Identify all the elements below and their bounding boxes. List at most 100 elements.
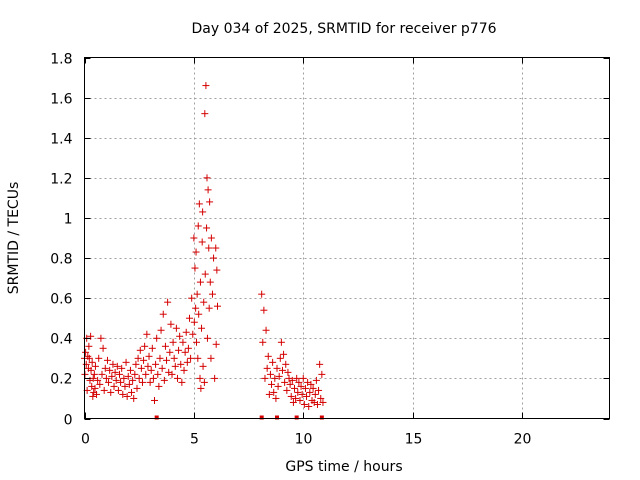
data-point xyxy=(258,290,266,298)
gap-marker xyxy=(154,415,159,420)
data-point xyxy=(107,388,115,396)
data-point xyxy=(305,402,313,410)
data-point xyxy=(147,366,155,374)
data-point xyxy=(311,390,319,398)
data-point xyxy=(282,360,290,368)
data-point xyxy=(103,356,111,364)
y-tick-label: 1.2 xyxy=(50,172,72,188)
data-point xyxy=(207,234,215,242)
data-point xyxy=(111,368,119,376)
grid-layer xyxy=(84,57,610,419)
data-point xyxy=(264,352,272,360)
data-point xyxy=(141,342,149,350)
data-point xyxy=(319,398,327,406)
data-point xyxy=(175,346,183,354)
data-point xyxy=(113,362,121,370)
data-point xyxy=(195,200,203,208)
data-point xyxy=(186,314,193,322)
y-tick-label: 1 xyxy=(64,212,73,228)
data-point xyxy=(293,374,301,382)
data-point xyxy=(163,356,171,364)
gap-marker xyxy=(294,415,299,420)
points-layer xyxy=(81,82,327,410)
data-point xyxy=(117,378,125,386)
data-point xyxy=(201,270,209,278)
data-point xyxy=(90,370,98,378)
y-tick-label: 0.4 xyxy=(50,332,72,348)
y-tick-label: 0 xyxy=(64,413,73,429)
x-axis-label: GPS time / hours xyxy=(285,459,402,475)
data-point xyxy=(177,360,185,368)
data-point xyxy=(214,302,221,310)
y-tick-label: 0.8 xyxy=(50,252,72,268)
data-point xyxy=(312,376,320,384)
data-point xyxy=(123,392,131,400)
data-point xyxy=(295,378,303,386)
data-point xyxy=(82,348,90,356)
data-point xyxy=(138,378,146,386)
data-point xyxy=(91,384,99,392)
x-tick-label: 0 xyxy=(81,432,90,448)
data-point xyxy=(164,298,172,306)
data-point xyxy=(198,324,206,332)
data-point xyxy=(140,356,148,364)
data-point xyxy=(197,384,205,392)
data-point xyxy=(171,362,179,370)
data-point xyxy=(87,332,95,340)
data-point xyxy=(89,374,97,382)
data-point xyxy=(272,394,280,402)
data-point xyxy=(99,344,107,352)
data-point xyxy=(135,374,143,382)
data-point xyxy=(281,378,289,386)
data-point xyxy=(268,380,276,388)
data-point xyxy=(155,382,163,390)
data-point xyxy=(149,374,157,382)
data-point xyxy=(199,362,207,370)
data-point xyxy=(206,198,214,206)
data-point xyxy=(85,342,93,350)
data-point xyxy=(277,338,285,346)
data-point xyxy=(201,110,209,118)
data-point xyxy=(176,332,184,340)
data-point xyxy=(144,362,152,370)
x-tick-label: 15 xyxy=(405,432,423,448)
data-point xyxy=(118,364,126,372)
gap-markers-layer xyxy=(154,415,324,420)
data-point xyxy=(286,380,294,388)
data-point xyxy=(191,264,199,272)
data-point xyxy=(207,354,215,362)
data-point xyxy=(307,380,315,388)
data-point xyxy=(203,174,211,182)
data-point xyxy=(136,346,144,354)
data-point xyxy=(196,374,204,382)
data-point xyxy=(213,266,221,274)
data-point xyxy=(102,374,110,382)
y-tick-label: 1.4 xyxy=(50,132,72,148)
data-point xyxy=(190,234,198,242)
data-point xyxy=(190,318,198,326)
data-point xyxy=(122,358,130,366)
data-point xyxy=(188,294,196,302)
data-point xyxy=(203,334,211,342)
data-point xyxy=(116,370,123,378)
data-point xyxy=(301,384,309,392)
data-point xyxy=(261,374,269,382)
data-point xyxy=(89,392,97,400)
data-point xyxy=(189,330,197,338)
data-point xyxy=(289,398,297,406)
data-point xyxy=(211,374,219,382)
data-point xyxy=(265,390,273,398)
data-point xyxy=(291,384,298,392)
data-point xyxy=(284,368,292,376)
data-point xyxy=(194,222,202,230)
data-point xyxy=(183,358,191,366)
data-point xyxy=(132,360,140,368)
data-point xyxy=(300,400,308,408)
data-point xyxy=(194,354,202,362)
data-point xyxy=(294,388,302,396)
data-point xyxy=(318,370,326,378)
data-point xyxy=(126,366,134,374)
data-point xyxy=(88,358,96,366)
data-point xyxy=(280,350,288,358)
data-point xyxy=(299,374,307,382)
